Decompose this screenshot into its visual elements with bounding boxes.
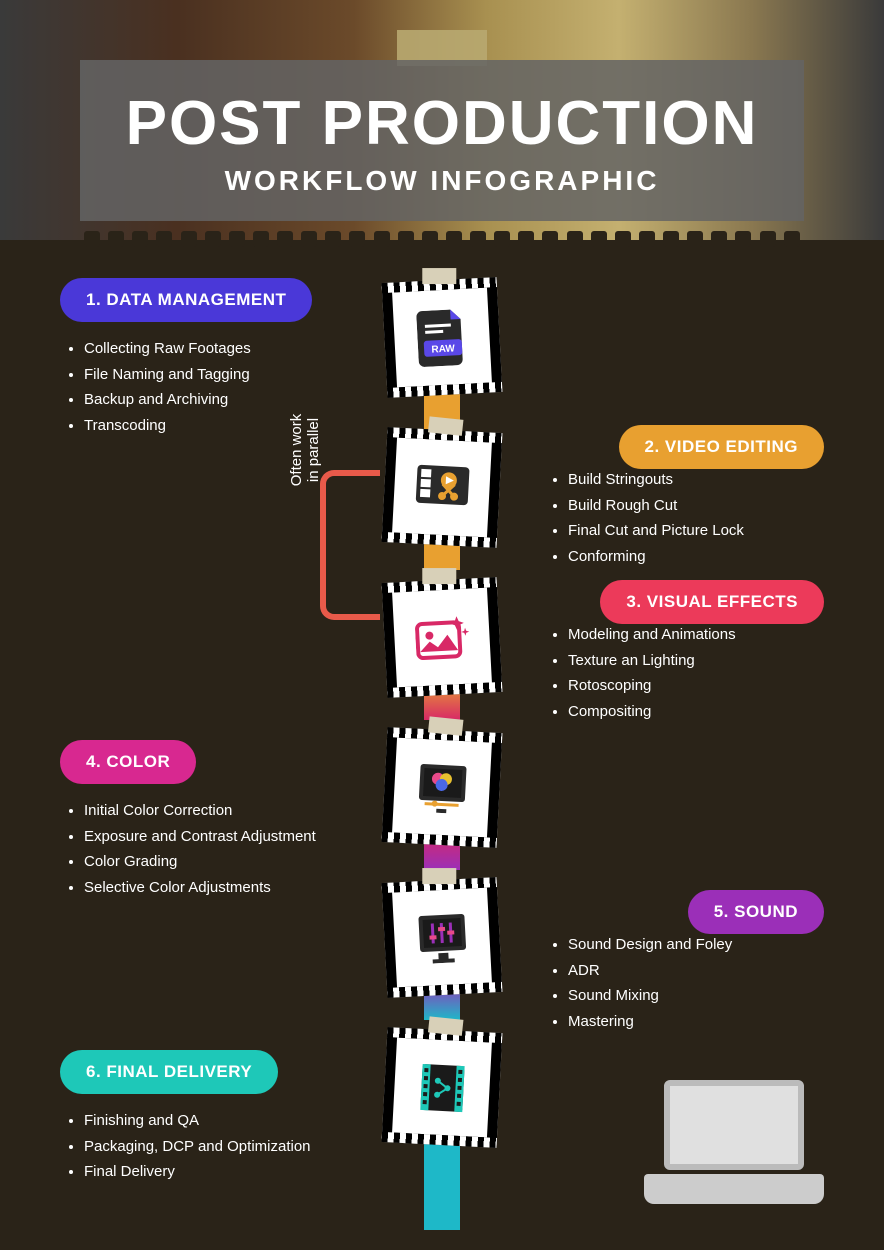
title-main: POST PRODUCTION [100,88,784,159]
step-list-item: File Naming and Tagging [84,364,340,387]
tape-decoration [427,416,462,435]
step-list-item: Final Cut and Picture Lock [568,520,824,543]
step-list-item: Color Grading [84,851,340,874]
step-pill: 2. VIDEO EDITING [619,425,824,469]
step-pill: 5. SOUND [688,890,824,934]
step-list-item: Sound Mixing [568,985,824,1008]
step-pill: 4. COLOR [60,740,196,784]
step-pill: 1. DATA MANAGEMENT [60,278,312,322]
step-list-item: Texture an Lighting [568,650,824,673]
step-pill: 3. VISUAL EFFECTS [600,580,824,624]
step-icon-frame [382,577,503,698]
step-list-item: Backup and Archiving [84,389,340,412]
tape-decoration [427,1016,462,1035]
title-sub: WORKFLOW INFOGRAPHIC [100,165,784,197]
tape-decoration [422,268,456,284]
step-5: 5. SOUNDSound Design and Foley ADRSound M… [544,890,824,1036]
step-list-item: Mastering [568,1011,824,1034]
step-list-item: Build Rough Cut [568,495,824,518]
title-box: POST PRODUCTION WORKFLOW INFOGRAPHIC [80,60,804,221]
step-list-item: Final Delivery [84,1161,340,1184]
raw-file-icon: RAW [416,308,469,367]
step-icon-frame [382,1027,503,1148]
step-6: 6. FINAL DELIVERY Finishing and QA Packagi… [60,1050,340,1187]
step-list-item: Build Stringouts [568,469,824,492]
sparkle-image-icon [414,613,470,662]
share-film-icon [418,1061,467,1113]
step-list-item: Packaging, DCP and Optimization [84,1136,340,1159]
step-icon-frame [382,727,503,848]
step-list-item: Initial Color Correction [84,800,340,823]
step-list: Build Stringouts Build Rough CutFinal Cut… [544,469,824,568]
step-icon-frame: RAW [382,277,503,398]
film-strip [80,224,804,254]
step-pill: 6. FINAL DELIVERY [60,1050,278,1094]
tape-decoration [422,568,456,584]
step-list: Finishing and QA Packaging, DCP and Optim… [60,1110,340,1184]
content-area: Often work in parallel RAW 1. DATA MANAG… [0,270,884,1250]
step-list-item: Sound Design and Foley [568,934,824,957]
step-list-item: Conforming [568,546,824,569]
step-list-item: Finishing and QA [84,1110,340,1133]
step-icon-frame [382,877,503,998]
svg-text:RAW: RAW [431,343,455,355]
step-1: 1. DATA MANAGEMENT Collecting Raw Footage… [60,278,340,440]
step-icon-frame [382,427,503,548]
tape-decoration [427,716,462,735]
parallel-bracket [320,470,380,620]
tape-decoration [422,868,456,884]
step-list: Initial Color Correction Exposure and Con… [60,800,340,899]
step-list-item: Selective Color Adjustments [84,877,340,900]
step-2: 2. VIDEO EDITINGBuild Stringouts Build Ro… [544,425,824,571]
video-cut-icon [413,462,471,513]
color-palette-icon [414,761,471,814]
step-list-item: Modeling and Animations [568,624,824,647]
step-list: Sound Design and Foley ADRSound Mixing Mas… [544,934,824,1033]
step-list-item: Collecting Raw Footages [84,338,340,361]
laptop-decoration [644,1080,824,1210]
step-list-item: Transcoding [84,415,340,438]
step-list-item: Rotoscoping [568,675,824,698]
step-list: Collecting Raw Footages File Naming and T… [60,338,340,437]
step-list-item: Compositing [568,701,824,724]
step-list: Modeling and Animations Texture an Lighti… [544,624,824,723]
audio-mixer-icon [414,911,471,964]
step-list-item: ADR [568,960,824,983]
step-4: 4. COLOR Initial Color Correction Exposure… [60,740,340,902]
step-3: 3. VISUAL EFFECTSModeling and Animations… [544,580,824,726]
step-list-item: Exposure and Contrast Adjustment [84,826,340,849]
